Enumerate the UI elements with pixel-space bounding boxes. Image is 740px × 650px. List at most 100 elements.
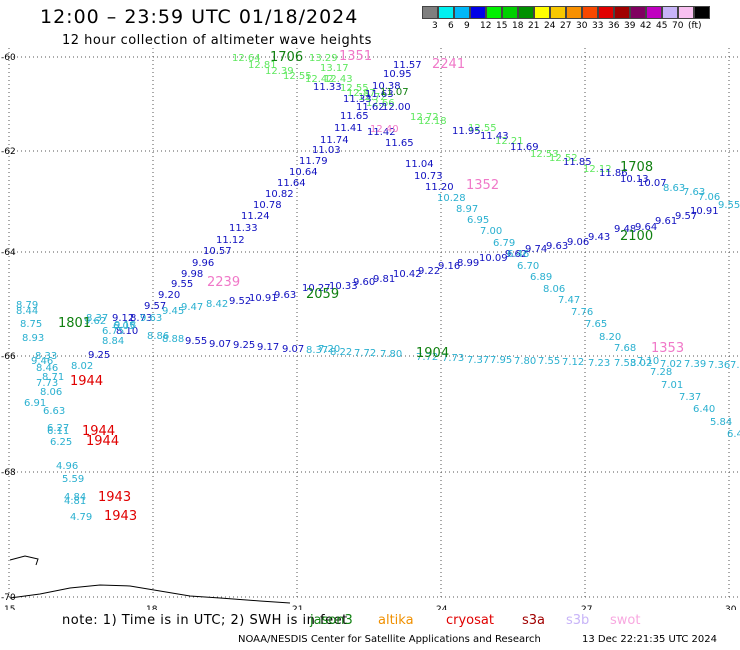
wave-height-label: 6.63 — [43, 406, 65, 417]
pass-time-label: 1904 — [416, 346, 449, 361]
wave-height-label: 9.55 — [185, 336, 207, 347]
wave-height-label: 9.47 — [181, 302, 203, 313]
legend-swatch — [502, 6, 518, 19]
wave-height-label: 9.55 — [171, 279, 193, 290]
wave-height-label: 8.97 — [456, 204, 478, 215]
wave-height-label: 7.23 — [588, 358, 610, 369]
wave-height-label: 7.01 — [661, 380, 683, 391]
wave-height-label: 5.59 — [62, 474, 84, 485]
wave-height-label: 8.88 — [162, 334, 184, 345]
wave-height-label: 11.85 — [563, 157, 592, 168]
wave-height-label: 8.06 — [543, 284, 565, 295]
footer-credit: NOAA/NESDIS Center for Satellite Applica… — [238, 634, 541, 645]
wave-height-label: 10.82 — [265, 189, 294, 200]
wave-height-label: 9.62 — [84, 316, 106, 327]
wave-height-label: 9.81 — [373, 274, 395, 285]
wave-height-label: 9.06 — [567, 237, 589, 248]
wave-height-label: 7.80 — [380, 349, 402, 360]
wave-height-label: 8.37 — [86, 313, 108, 324]
wave-height-label: 12.53 — [530, 149, 559, 160]
wave-height-label: 8.79 — [16, 300, 38, 311]
legend-label: 21 — [528, 21, 540, 31]
legend-label: 27 — [560, 21, 572, 31]
wave-height-label: 5.84 — [710, 417, 732, 428]
wave-height-label: 8.84 — [102, 336, 124, 347]
wave-height-label: 9.22 — [418, 266, 440, 277]
legend-swatch — [470, 6, 486, 19]
legend-swatch — [678, 6, 694, 19]
footer-timestamp: 13 Dec 22:21:35 UTC 2024 — [582, 634, 717, 645]
legend-swatch — [422, 6, 438, 19]
wave-height-label: 11.20 — [425, 182, 454, 193]
wave-height-label: 8.20 — [599, 332, 621, 343]
longitude-tick-label: 30 — [725, 605, 737, 610]
legend-label: 9 — [464, 21, 470, 31]
legend-label: 30 — [576, 21, 588, 31]
wave-height-label: 8.33 — [35, 351, 57, 362]
wave-height-label: 10.33 — [329, 281, 358, 292]
wave-height-label: 10.07 — [638, 178, 667, 189]
wave-height-label: 9.18 — [114, 320, 136, 331]
wave-height-label: 12.55 — [468, 123, 497, 134]
wave-height-label: 10.09 — [479, 253, 508, 264]
legend-label: 18 — [512, 21, 524, 31]
wave-height-label: 8.86 — [147, 331, 169, 342]
wave-height-label: 9.61 — [655, 216, 677, 227]
map-gridlines — [8, 48, 738, 598]
longitude-tick-label: 18 — [146, 605, 158, 610]
wave-height-label: 9.25 — [88, 350, 110, 361]
wave-height-label: 8.22 — [330, 347, 352, 358]
legend-label: 12 — [480, 21, 492, 31]
wave-height-label: 6.25 — [50, 437, 72, 448]
legend-swatch — [534, 6, 550, 19]
wave-height-label: 12.43 — [324, 74, 353, 85]
wave-height-label: 7.12 — [562, 357, 584, 368]
wave-height-label: 11.41 — [334, 123, 363, 134]
latitude-tick-label: -68 — [1, 468, 16, 478]
wave-height-label: 7.06 — [698, 192, 720, 203]
pass-time-label: 1944 — [70, 374, 103, 389]
altimeter-map[interactable]: 15 18 21 24 27 30-60-62-64-66-68-70 12.6412.8… — [0, 0, 740, 610]
wave-height-label: 9.45 — [162, 306, 184, 317]
wave-height-label: 11.12 — [216, 235, 245, 246]
legend-label: 33 — [592, 21, 604, 31]
wave-height-label: 4.79 — [70, 512, 92, 523]
wave-height-label: 11.03 — [312, 145, 341, 156]
wave-height-label: 10.95 — [383, 69, 412, 80]
wave-height-label: 13.29 — [309, 53, 338, 64]
wave-height-label: 9.52 — [229, 296, 251, 307]
satellite-legend-swot: swot — [610, 613, 641, 628]
legend-swatch — [454, 6, 470, 19]
coastline — [9, 555, 291, 604]
satellite-legend-cryosat: cryosat — [446, 613, 494, 628]
legend-swatch — [662, 6, 678, 19]
wave-height-label: 10.73 — [414, 171, 443, 182]
legend-swatch — [550, 6, 566, 19]
wave-height-label: 8.10 — [116, 326, 138, 337]
wave-height-label: 6.70 — [517, 261, 539, 272]
wave-height-label: 12.66 — [366, 98, 395, 109]
pass-time-label: 2239 — [207, 275, 240, 290]
pass-time-label: 1943 — [98, 490, 131, 505]
wave-height-label: 6.40 — [693, 404, 715, 415]
wave-height-label: 9.74 — [525, 244, 547, 255]
wave-height-label: 9.16 — [438, 261, 460, 272]
wave-height-label: 9.60 — [353, 277, 375, 288]
wave-height-label: 9.64 — [635, 222, 657, 233]
pass-time-label: 2059 — [306, 287, 339, 302]
wave-height-label: 9.63 — [546, 241, 568, 252]
pass-time-label: 1801 — [58, 316, 91, 331]
wave-height-label: 12.72 — [358, 92, 387, 103]
legend-label: 42 — [640, 21, 652, 31]
pass-time-label: 2241 — [432, 57, 465, 72]
wave-height-label: 10.42 — [393, 269, 422, 280]
wave-height-label: 9.63 — [140, 313, 162, 324]
legend-label: 45 — [656, 21, 668, 31]
wave-height-label: 10.27 — [302, 283, 331, 294]
wave-height-label: 11.79 — [299, 156, 328, 167]
wave-height-label: 7.72 — [354, 348, 376, 359]
latitude-tick-label: -62 — [1, 147, 16, 157]
wave-height-label: 9.96 — [192, 258, 214, 269]
wave-height-label: 7.00 — [480, 226, 502, 237]
pass-time-label: 1708 — [620, 160, 653, 175]
